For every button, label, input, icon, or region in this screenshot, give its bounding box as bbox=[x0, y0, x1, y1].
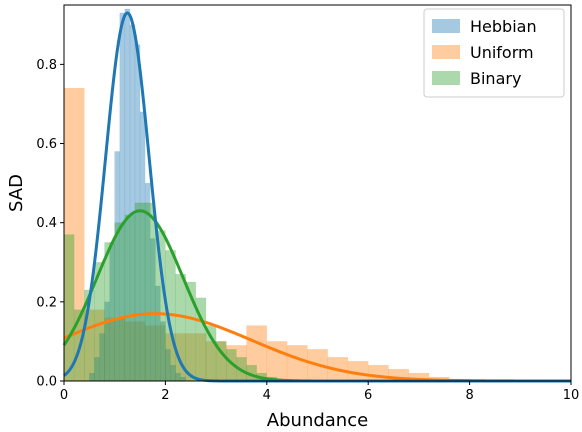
binary-legend-label: Binary bbox=[470, 69, 521, 88]
uniform-legend-label: Uniform bbox=[470, 43, 534, 62]
hebbian-legend-label: Hebbian bbox=[470, 17, 537, 36]
binary-bar-6 bbox=[124, 214, 136, 382]
binary-legend-swatch bbox=[432, 71, 460, 85]
histogram-bars bbox=[63, 8, 551, 382]
x-tick-label: 10 bbox=[563, 388, 580, 403]
uniform-legend-swatch bbox=[432, 45, 460, 59]
binary-bar-8 bbox=[144, 202, 156, 382]
x-tick-label: 8 bbox=[465, 388, 473, 403]
y-tick-label: 0.6 bbox=[36, 137, 57, 152]
y-tick-label: 0.2 bbox=[36, 295, 57, 310]
x-tick-label: 2 bbox=[161, 388, 169, 403]
y-axis-label: SAD bbox=[6, 174, 27, 212]
x-tick-label: 4 bbox=[263, 388, 271, 403]
y-axis-ticks: 0.0 0.2 0.4 0.6 0.8 bbox=[36, 58, 64, 390]
legend-box bbox=[423, 8, 565, 98]
x-axis-ticks: 0 2 4 6 8 10 bbox=[60, 381, 579, 403]
hebbian-legend-swatch bbox=[432, 19, 460, 33]
x-tick-label: 0 bbox=[60, 388, 68, 403]
plot-frame bbox=[63, 4, 572, 382]
y-tick-label: 0.4 bbox=[36, 216, 57, 231]
binary-bar-0 bbox=[63, 234, 75, 382]
x-tick-label: 6 bbox=[364, 388, 372, 403]
legend: Hebbian Uniform Binary bbox=[423, 8, 565, 98]
uniform-bar-11 bbox=[286, 345, 308, 382]
binary-bar-4 bbox=[104, 242, 115, 382]
binary-bar-5 bbox=[114, 222, 126, 382]
y-tick-label: 0.8 bbox=[36, 58, 57, 73]
binary-bar-7 bbox=[134, 202, 146, 382]
y-tick-label: 0.0 bbox=[36, 375, 57, 390]
x-axis-label: Abundance bbox=[267, 410, 368, 431]
